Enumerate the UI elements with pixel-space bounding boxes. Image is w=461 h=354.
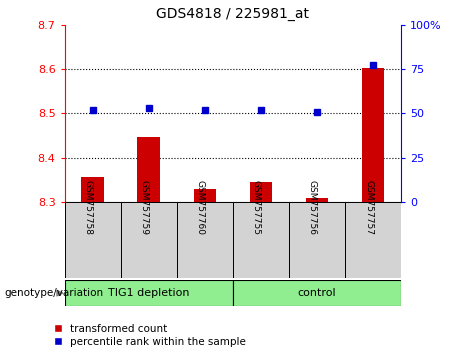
FancyBboxPatch shape	[345, 202, 401, 278]
Bar	[194, 189, 216, 202]
FancyBboxPatch shape	[233, 202, 289, 278]
Text: GSM757757: GSM757757	[364, 179, 373, 235]
Bar	[306, 198, 328, 202]
Text: GSM757756: GSM757756	[308, 179, 317, 235]
Bar	[137, 137, 160, 202]
FancyBboxPatch shape	[65, 280, 233, 306]
Bar	[362, 68, 384, 202]
Legend: transformed count, percentile rank within the sample: transformed count, percentile rank withi…	[51, 321, 248, 349]
FancyBboxPatch shape	[121, 202, 177, 278]
FancyBboxPatch shape	[233, 280, 401, 306]
Bar	[250, 182, 272, 202]
Text: GSM757759: GSM757759	[140, 179, 148, 235]
Text: GSM757760: GSM757760	[196, 179, 205, 235]
Text: TIG1 depletion: TIG1 depletion	[108, 288, 189, 298]
FancyBboxPatch shape	[177, 202, 233, 278]
FancyBboxPatch shape	[65, 202, 121, 278]
Bar	[82, 177, 104, 202]
Text: genotype/variation: genotype/variation	[5, 288, 104, 298]
Text: control: control	[298, 288, 336, 298]
Title: GDS4818 / 225981_at: GDS4818 / 225981_at	[156, 7, 309, 21]
Text: GSM757755: GSM757755	[252, 179, 261, 235]
Text: GSM757758: GSM757758	[83, 179, 93, 235]
FancyBboxPatch shape	[289, 202, 345, 278]
